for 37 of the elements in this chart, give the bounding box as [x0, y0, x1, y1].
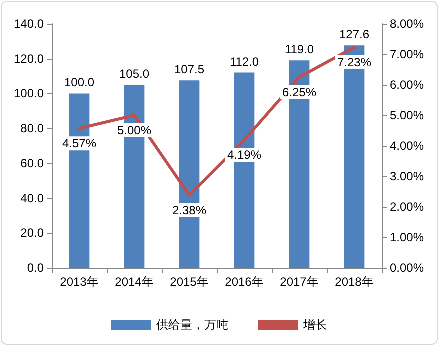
- y2-tick-label: 6.00%: [390, 78, 424, 92]
- x-tick-label: 2018年: [335, 275, 374, 289]
- y-tick-label: 100.0: [14, 86, 44, 101]
- data-label: 119.0: [284, 42, 314, 57]
- data-label: 4.19%: [227, 148, 262, 162]
- data-label: 105.0: [119, 67, 150, 81]
- data-label: 6.25%: [282, 85, 317, 100]
- y2-tick-label: 5.00%: [390, 108, 424, 122]
- x-tick-label: 2013年: [60, 275, 99, 289]
- x-tick-label: 2016年: [225, 275, 264, 289]
- y-tick-label: 80.0: [20, 122, 44, 136]
- y2-tick-label: 0.00%: [390, 261, 424, 275]
- data-label: 100.0: [64, 76, 95, 90]
- data-label: 112.0: [230, 54, 260, 69]
- y-tick-label: 60.0: [20, 156, 44, 170]
- y-tick-label: 40.0: [20, 191, 44, 206]
- data-label: 127.6: [339, 28, 370, 42]
- y-tick-label: 140.0: [14, 17, 44, 31]
- data-label: 2.38%: [172, 203, 207, 218]
- data-label: 4.57%: [62, 136, 97, 151]
- x-tick-label: 2015年: [170, 275, 209, 289]
- legend-label: 供给量，万吨: [156, 318, 228, 332]
- data-label: 107.5: [174, 62, 205, 77]
- legend-label: 增长: [302, 318, 328, 332]
- data-label: 5.00%: [117, 124, 152, 138]
- y2-tick-label: 8.00%: [390, 17, 424, 31]
- y2-tick-label: 3.00%: [390, 170, 424, 184]
- y-tick-label: 20.0: [20, 226, 44, 240]
- y2-tick-label: 2.00%: [390, 200, 424, 214]
- y2-tick-label: 1.00%: [390, 230, 424, 244]
- y2-tick-label: 4.00%: [390, 139, 424, 153]
- y-tick-label: 0.0: [27, 261, 44, 275]
- data-label: 7.23%: [337, 55, 372, 70]
- y-tick-label: 120.0: [14, 52, 44, 66]
- y2-tick-label: 7.00%: [390, 48, 424, 62]
- x-tick-label: 2017年: [280, 275, 319, 289]
- x-tick-label: 2014年: [115, 275, 154, 289]
